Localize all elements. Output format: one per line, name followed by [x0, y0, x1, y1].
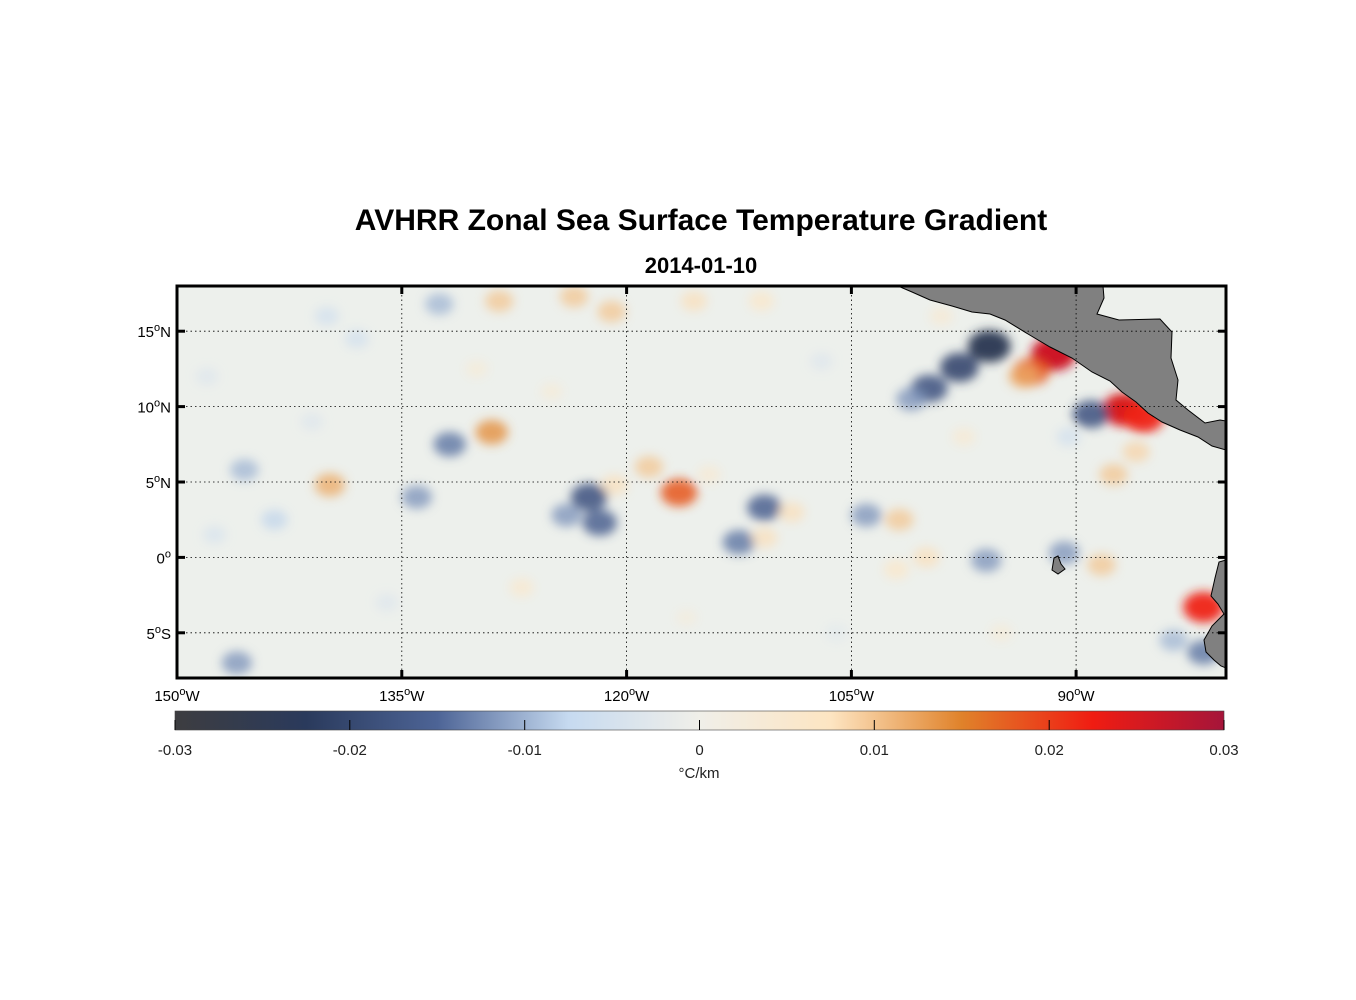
map-gridlines	[176, 286, 1226, 678]
gradient-anomaly-40	[597, 300, 626, 323]
colorbar-tick-label: 0.02	[1035, 742, 1064, 759]
lat-tick-label: 5oN	[146, 473, 171, 492]
gradient-anomaly-35	[751, 527, 778, 548]
gradient-anomaly-19	[747, 494, 782, 521]
figure-date: 2014-01-10	[644, 253, 758, 278]
lat-tick-label: 15oN	[137, 322, 171, 341]
lat-tick-label: 10oN	[137, 398, 171, 417]
figure-title: AVHRR Zonal Sea Surface Temperature Grad…	[354, 204, 1048, 237]
gradient-anomaly-45	[1159, 629, 1188, 652]
gradient-anomaly-24	[230, 459, 259, 481]
gradient-anomaly-25	[971, 548, 1002, 573]
gradient-anomaly-17	[582, 509, 617, 536]
gradient-anomaly-36	[883, 559, 909, 580]
land-mass	[897, 286, 1226, 669]
gradient-anomaly-16	[570, 483, 608, 511]
land-central-america	[897, 286, 1226, 451]
gradient-anomaly-33	[1122, 441, 1150, 463]
gradient-anomaly-37	[425, 293, 454, 315]
gradient-anomaly-62	[202, 525, 227, 544]
colorbar-tick-label: -0.01	[508, 742, 542, 759]
gradient-anomaly-22	[401, 485, 432, 509]
gradient-anomaly-29	[885, 508, 914, 531]
lon-tick-label: 105oW	[829, 686, 875, 705]
gradient-anomaly-47	[314, 306, 339, 326]
sst-gradient-field	[195, 286, 1224, 675]
gradient-anomaly-42	[748, 291, 775, 311]
colorbar-ticks: -0.03 -0.02 -0.01 0 0.01 0.02 0.03	[158, 720, 1239, 759]
gradient-anomaly-54	[195, 368, 219, 385]
colorbar-tick-label: 0.01	[860, 742, 889, 759]
gradient-anomaly-57	[375, 594, 398, 612]
latitude-tick-labels: 15oN 10oN 5oN 0o 5oS	[137, 322, 171, 643]
gradient-anomaly-61	[300, 413, 323, 431]
gradient-anomaly-49	[509, 578, 534, 597]
gradient-anomaly-55	[540, 383, 563, 400]
gradient-anomaly-20	[722, 530, 756, 555]
colorbar-tick-label: 0.03	[1209, 742, 1238, 759]
land-galapagos	[1051, 555, 1066, 575]
gradient-anomaly-13	[314, 473, 346, 497]
map-frame	[175, 284, 1228, 680]
gradient-anomaly-10	[1072, 400, 1110, 429]
gradient-anomaly-30	[913, 547, 940, 568]
gradient-anomaly-18	[551, 503, 582, 527]
gradient-anomaly-52	[697, 465, 721, 484]
gradient-anomaly-56	[465, 360, 488, 378]
gradient-anomaly-58	[675, 609, 698, 626]
gradient-anomaly-31	[1087, 554, 1116, 576]
colorbar-unit-label: °C/km	[679, 765, 720, 782]
gradient-anomaly-6	[967, 330, 1011, 363]
gradient-anomaly-9	[896, 387, 927, 411]
longitude-tick-labels: 150oW 135oW 120oW 105oW 90oW	[154, 686, 1095, 705]
gradient-anomaly-23	[433, 432, 467, 457]
gradient-anomaly-11	[660, 478, 698, 507]
gradient-anomaly-7	[939, 352, 979, 382]
colorbar-tick-label: -0.03	[158, 742, 192, 759]
gradient-anomaly-48	[261, 509, 288, 530]
lat-tick-label: 5oS	[147, 624, 171, 643]
lon-tick-label: 150oW	[154, 686, 200, 705]
gradient-anomaly-12	[475, 419, 509, 445]
gradient-anomaly-28	[952, 427, 976, 446]
gradient-anomaly-50	[1056, 427, 1081, 447]
lon-tick-label: 120oW	[604, 686, 650, 705]
gradient-anomaly-14	[634, 456, 664, 478]
land-south-america	[1203, 559, 1226, 669]
gradient-anomaly-15	[601, 475, 628, 495]
gradient-anomaly-41	[680, 291, 708, 312]
colorbar-tick-label: -0.02	[333, 742, 367, 759]
gradient-anomaly-43	[221, 651, 253, 675]
lon-tick-label: 90oW	[1058, 686, 1096, 705]
lon-tick-label: 135oW	[379, 686, 425, 705]
gradient-anomaly-38	[485, 290, 514, 312]
gradient-anomaly-51	[929, 307, 953, 326]
gradient-anomaly-32	[1099, 463, 1128, 486]
gradient-anomaly-46	[344, 329, 369, 349]
gradient-anomaly-27	[1008, 364, 1039, 389]
gradient-anomaly-21	[851, 503, 882, 527]
gradient-anomaly-53	[810, 352, 833, 370]
lat-tick-label: 0o	[157, 548, 171, 567]
gradient-anomaly-39	[559, 286, 589, 308]
colorbar-tick-label: 0	[695, 742, 703, 759]
gradient-anomaly-34	[778, 502, 805, 523]
gradient-anomaly-59	[825, 624, 848, 641]
